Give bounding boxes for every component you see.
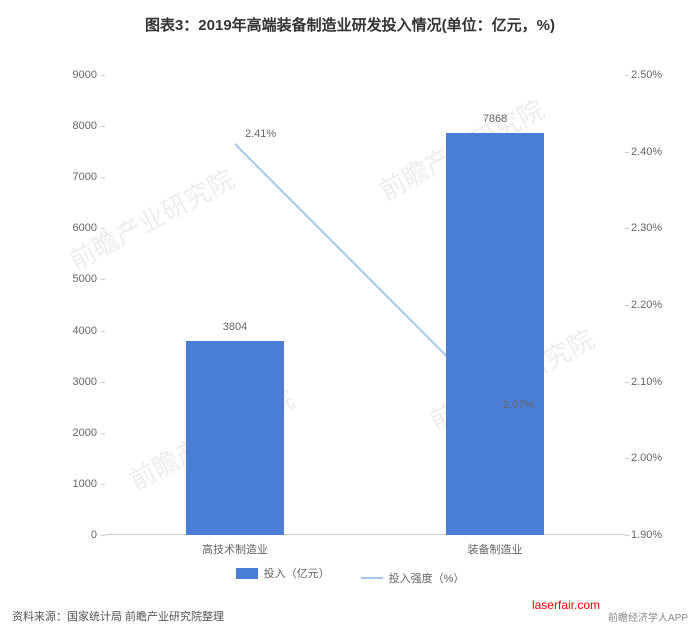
y1-tick-label: 0 xyxy=(57,529,97,541)
y2-tick xyxy=(625,228,629,229)
footer-source: 资料来源：国家统计局 前瞻产业研究院整理 xyxy=(12,608,224,624)
y1-tick-label: 3000 xyxy=(57,376,97,388)
y2-tick-label: 2.40% xyxy=(631,146,677,158)
legend-label-line: 投入强度（%） xyxy=(389,570,465,586)
y1-tick xyxy=(101,382,105,383)
y1-tick-label: 8000 xyxy=(57,120,97,132)
y2-tick-label: 2.00% xyxy=(631,452,677,464)
footer-app: 前瞻经济学人APP xyxy=(608,609,688,624)
chart-title: 图表3：2019年高端装备制造业研发投入情况(单位：亿元，%) xyxy=(0,0,700,35)
legend-swatch-line xyxy=(361,577,383,579)
legend-swatch-bar xyxy=(236,568,258,579)
y1-tick xyxy=(101,228,105,229)
y1-tick-label: 6000 xyxy=(57,222,97,234)
y2-tick-label: 2.20% xyxy=(631,299,677,311)
x-category-label: 高技术制造业 xyxy=(202,541,268,557)
x-category-label: 装备制造业 xyxy=(468,541,523,557)
y2-tick-label: 2.50% xyxy=(631,69,677,81)
bar xyxy=(446,133,545,535)
line-value-label: 2.41% xyxy=(245,128,276,140)
y1-tick-label: 7000 xyxy=(57,171,97,183)
y1-tick-label: 4000 xyxy=(57,325,97,337)
y1-tick xyxy=(101,279,105,280)
y2-tick-label: 2.10% xyxy=(631,376,677,388)
legend: 投入（亿元） 投入强度（%） xyxy=(0,565,700,586)
y2-tick-label: 1.90% xyxy=(631,529,677,541)
y1-tick xyxy=(101,75,105,76)
y1-tick-label: 9000 xyxy=(57,69,97,81)
y2-tick xyxy=(625,458,629,459)
bar-value-label: 3804 xyxy=(223,321,247,333)
y2-tick xyxy=(625,75,629,76)
y1-tick xyxy=(101,126,105,127)
y2-tick-label: 2.30% xyxy=(631,222,677,234)
y1-tick-label: 2000 xyxy=(57,427,97,439)
y2-tick xyxy=(625,382,629,383)
y2-tick xyxy=(625,305,629,306)
y1-tick xyxy=(101,535,105,536)
y1-tick xyxy=(101,177,105,178)
bar-value-label: 7868 xyxy=(483,113,507,125)
footer-site: laserfair.com xyxy=(532,598,600,612)
legend-label-bar: 投入（亿元） xyxy=(264,565,330,581)
legend-item-bar: 投入（亿元） xyxy=(236,565,330,581)
bar xyxy=(186,341,285,535)
y1-tick xyxy=(101,433,105,434)
y2-tick xyxy=(625,535,629,536)
y1-tick xyxy=(101,331,105,332)
y1-tick-label: 5000 xyxy=(57,273,97,285)
chart-area: 前瞻产业研究院前瞻产业研究院前瞻产业研究院前瞻产业研究院 01000200030… xyxy=(105,75,625,535)
line-value-label: 2.07% xyxy=(503,399,534,411)
legend-item-line: 投入强度（%） xyxy=(361,570,465,586)
y2-tick xyxy=(625,152,629,153)
y1-tick-label: 1000 xyxy=(57,478,97,490)
y1-tick xyxy=(101,484,105,485)
line-layer xyxy=(105,75,625,535)
plot: 01000200030004000500060007000800090001.9… xyxy=(105,75,625,535)
